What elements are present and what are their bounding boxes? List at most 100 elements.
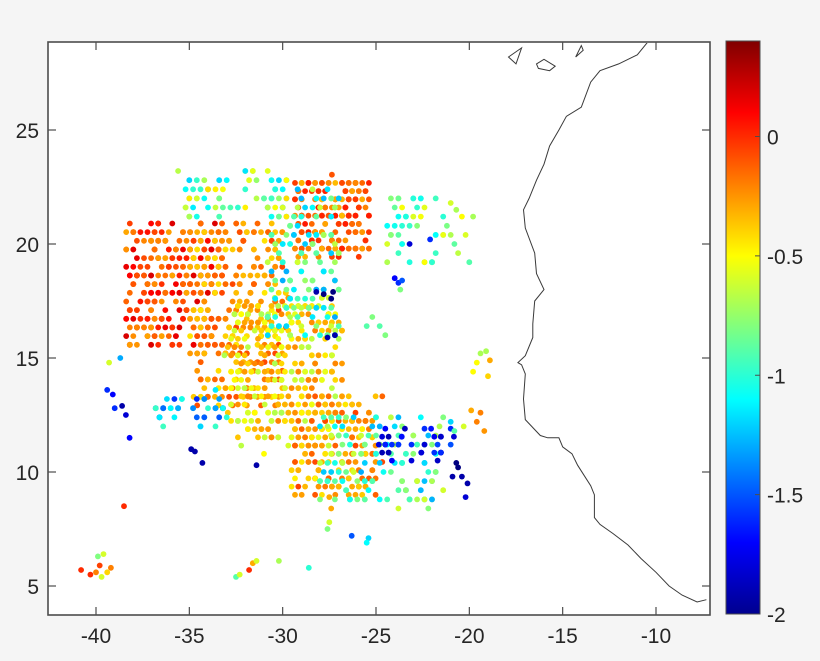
data-point (342, 401, 349, 408)
data-point (194, 263, 201, 270)
data-point (272, 246, 279, 253)
data-point (332, 245, 339, 252)
data-point (382, 425, 389, 432)
data-point (173, 281, 179, 287)
data-point (201, 385, 208, 391)
data-point (308, 434, 315, 441)
data-point (319, 327, 325, 334)
data-point (212, 324, 218, 331)
data-point (302, 259, 308, 266)
data-point (117, 355, 124, 361)
data-point (317, 460, 323, 466)
data-point (123, 412, 129, 418)
data-point (352, 196, 359, 203)
data-point (349, 483, 355, 490)
data-point (332, 344, 339, 350)
data-point (358, 432, 364, 439)
data-point (288, 483, 295, 490)
data-point (282, 352, 288, 359)
data-point (329, 483, 335, 490)
data-point (233, 220, 240, 227)
data-point (335, 469, 342, 475)
data-point (238, 327, 245, 334)
data-point (355, 253, 362, 260)
data-point (197, 341, 204, 348)
data-point (212, 376, 218, 383)
data-point (162, 237, 169, 244)
data-point (302, 385, 308, 391)
data-point (324, 423, 331, 430)
data-point (258, 263, 264, 270)
data-point (231, 344, 238, 350)
data-point (322, 483, 329, 490)
data-point (272, 263, 279, 270)
coastline-island (507, 46, 523, 65)
data-point (302, 221, 308, 227)
data-point (215, 367, 222, 374)
data-point (251, 281, 257, 287)
data-point (339, 409, 345, 416)
data-point (292, 245, 298, 252)
data-point (173, 246, 179, 253)
data-point (308, 335, 315, 342)
data-point (233, 359, 240, 365)
data-point (312, 426, 318, 432)
data-point (292, 180, 298, 186)
data-point (339, 478, 346, 484)
data-point (212, 393, 218, 400)
data-point (216, 195, 223, 202)
data-point (258, 360, 265, 367)
data-point (95, 553, 101, 560)
data-point (235, 434, 241, 441)
data-point (258, 426, 265, 432)
data-point (137, 315, 144, 322)
data-point (275, 289, 282, 296)
data-point (302, 295, 308, 302)
data-point (389, 457, 395, 464)
data-point (379, 449, 385, 456)
data-point (298, 426, 305, 432)
data-point (366, 409, 372, 416)
data-point (255, 418, 261, 424)
data-point (342, 237, 349, 244)
x-tick-label: -15 (547, 625, 577, 648)
data-point (148, 289, 155, 296)
data-point (421, 441, 428, 448)
data-point (398, 433, 405, 440)
data-point (292, 442, 298, 449)
data-point (348, 532, 355, 539)
data-point (268, 177, 275, 184)
data-point (361, 460, 368, 466)
data-point (279, 204, 286, 211)
data-point (319, 393, 325, 400)
data-point (279, 259, 286, 266)
data-point (158, 281, 165, 287)
data-point (345, 229, 352, 236)
data-point (148, 255, 155, 261)
data-point (362, 204, 369, 211)
data-point (322, 401, 329, 408)
data-point (241, 352, 248, 359)
data-point (137, 263, 144, 270)
data-point (339, 245, 345, 252)
data-point (123, 263, 130, 270)
data-point (268, 303, 275, 309)
data-point (352, 245, 359, 252)
data-point (169, 255, 176, 261)
data-point (294, 314, 301, 320)
data-point (292, 377, 298, 383)
data-point (235, 335, 241, 342)
data-point (155, 272, 162, 279)
data-point (320, 414, 327, 421)
data-point (417, 487, 424, 494)
data-point (183, 272, 190, 279)
data-point (369, 314, 376, 320)
data-point (294, 259, 301, 266)
data-point (359, 180, 366, 186)
data-point (373, 414, 379, 421)
data-point (312, 442, 318, 449)
data-point (451, 241, 458, 247)
data-point (261, 385, 268, 391)
x-axis: -40 -35 -30 -25 -20 -15 -10 (81, 42, 671, 648)
data-point (235, 319, 241, 326)
